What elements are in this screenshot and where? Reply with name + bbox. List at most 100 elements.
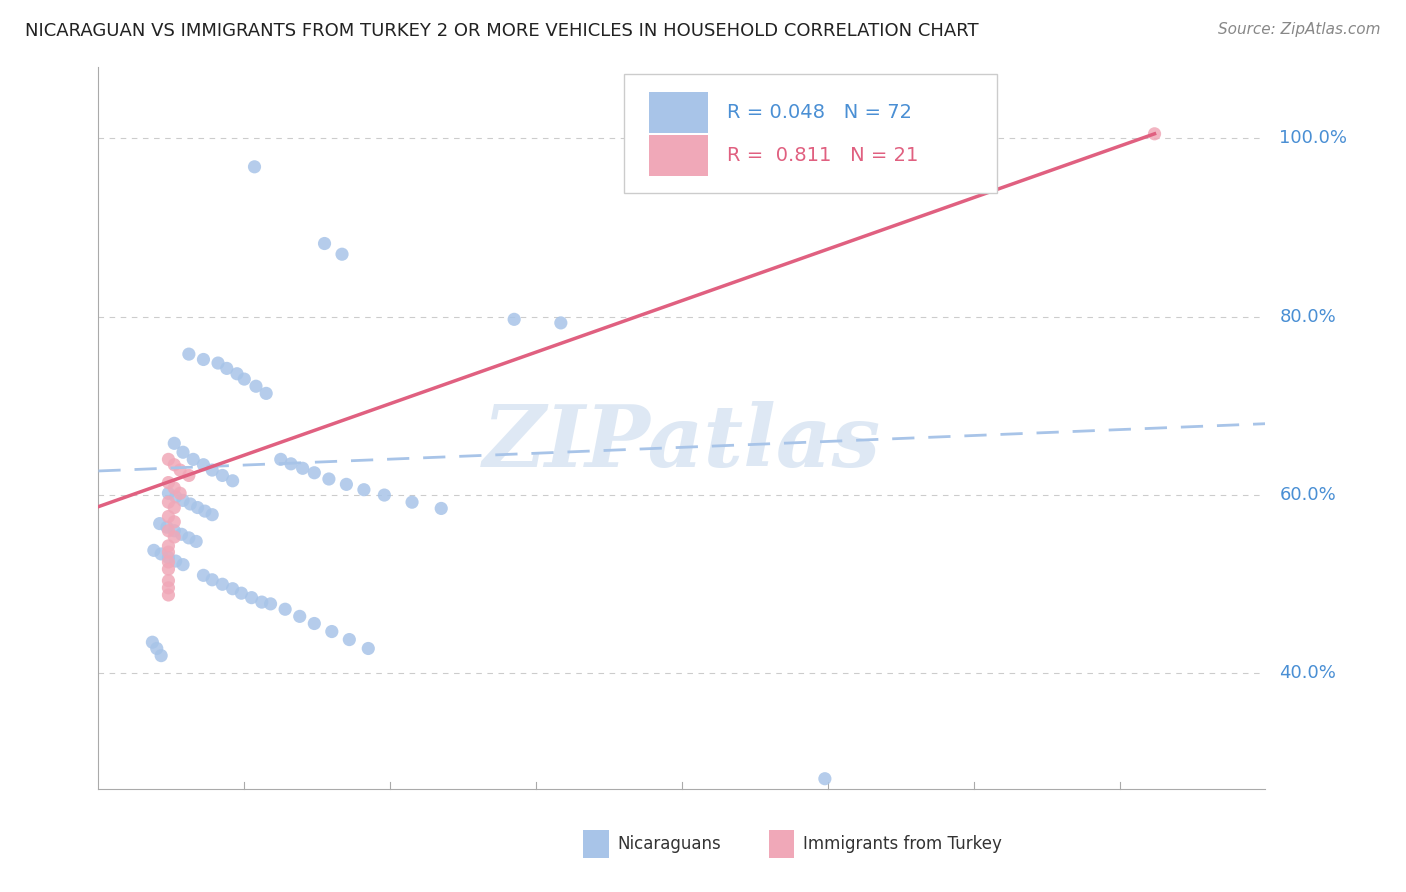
- Point: [146, 641, 169, 656]
- Point: [550, 316, 572, 330]
- Point: [157, 545, 180, 559]
- Point: [503, 312, 526, 326]
- Text: Source: ZipAtlas.com: Source: ZipAtlas.com: [1218, 22, 1381, 37]
- Point: [304, 466, 326, 480]
- Point: [221, 474, 243, 488]
- Text: R = 0.048   N = 72: R = 0.048 N = 72: [727, 103, 912, 122]
- Point: [163, 481, 186, 495]
- Point: [165, 554, 187, 568]
- Point: [373, 488, 395, 502]
- Point: [314, 236, 336, 251]
- Point: [157, 550, 180, 565]
- Point: [193, 568, 215, 582]
- Point: [243, 160, 266, 174]
- Point: [330, 247, 353, 261]
- Point: [240, 591, 263, 605]
- Point: [177, 347, 200, 361]
- Point: [150, 547, 173, 561]
- Point: [430, 501, 453, 516]
- Point: [337, 632, 360, 647]
- Point: [163, 524, 186, 538]
- Point: [353, 483, 375, 497]
- Point: [187, 500, 209, 515]
- Point: [142, 543, 165, 558]
- Point: [211, 468, 233, 483]
- Point: [274, 602, 297, 616]
- Point: [163, 500, 186, 515]
- Point: [201, 573, 224, 587]
- Point: [207, 356, 229, 370]
- FancyBboxPatch shape: [650, 136, 707, 177]
- Point: [163, 458, 186, 472]
- Text: ZIPatlas: ZIPatlas: [482, 401, 882, 484]
- Point: [172, 445, 194, 459]
- Point: [226, 367, 249, 381]
- Point: [291, 461, 314, 475]
- Point: [186, 534, 208, 549]
- Point: [157, 562, 180, 576]
- Text: Immigrants from Turkey: Immigrants from Turkey: [803, 835, 1001, 853]
- Point: [254, 386, 277, 401]
- Point: [321, 624, 343, 639]
- Point: [157, 555, 180, 569]
- Point: [150, 648, 173, 663]
- Point: [335, 477, 357, 491]
- Point: [304, 616, 326, 631]
- Point: [169, 486, 191, 500]
- Point: [141, 635, 163, 649]
- Point: [157, 495, 180, 509]
- Point: [814, 772, 837, 786]
- Point: [259, 597, 281, 611]
- Point: [270, 452, 292, 467]
- Point: [172, 493, 194, 508]
- Point: [1143, 127, 1166, 141]
- Text: 40.0%: 40.0%: [1279, 665, 1336, 682]
- Text: 100.0%: 100.0%: [1279, 129, 1347, 147]
- Point: [211, 577, 233, 591]
- Point: [170, 527, 193, 541]
- Point: [157, 524, 180, 538]
- Point: [157, 539, 180, 553]
- Point: [245, 379, 267, 393]
- Point: [163, 436, 186, 450]
- Point: [157, 486, 180, 500]
- Point: [280, 457, 302, 471]
- Point: [179, 497, 201, 511]
- Point: [157, 509, 180, 524]
- Point: [163, 515, 186, 529]
- Point: [157, 588, 180, 602]
- Point: [157, 475, 180, 490]
- Point: [172, 558, 194, 572]
- Point: [357, 641, 380, 656]
- Point: [165, 490, 187, 504]
- Text: Nicaraguans: Nicaraguans: [617, 835, 721, 853]
- Point: [157, 574, 180, 588]
- Point: [149, 516, 172, 531]
- Point: [201, 508, 224, 522]
- Text: 60.0%: 60.0%: [1279, 486, 1336, 504]
- Point: [233, 372, 256, 386]
- Point: [193, 352, 215, 367]
- Point: [250, 595, 273, 609]
- Point: [201, 463, 224, 477]
- Point: [169, 463, 191, 477]
- Point: [194, 504, 217, 518]
- Point: [157, 452, 180, 467]
- Text: R =  0.811   N = 21: R = 0.811 N = 21: [727, 146, 918, 165]
- Point: [288, 609, 311, 624]
- Point: [181, 452, 204, 467]
- Point: [163, 530, 186, 544]
- Point: [318, 472, 340, 486]
- FancyBboxPatch shape: [650, 92, 707, 133]
- Point: [156, 520, 179, 534]
- Text: NICARAGUAN VS IMMIGRANTS FROM TURKEY 2 OR MORE VEHICLES IN HOUSEHOLD CORRELATION: NICARAGUAN VS IMMIGRANTS FROM TURKEY 2 O…: [25, 22, 979, 40]
- Point: [193, 458, 215, 472]
- Point: [401, 495, 423, 509]
- FancyBboxPatch shape: [624, 74, 997, 194]
- Point: [221, 582, 243, 596]
- Point: [177, 468, 200, 483]
- Point: [231, 586, 253, 600]
- Text: 80.0%: 80.0%: [1279, 308, 1336, 326]
- Point: [215, 361, 238, 376]
- Point: [177, 531, 200, 545]
